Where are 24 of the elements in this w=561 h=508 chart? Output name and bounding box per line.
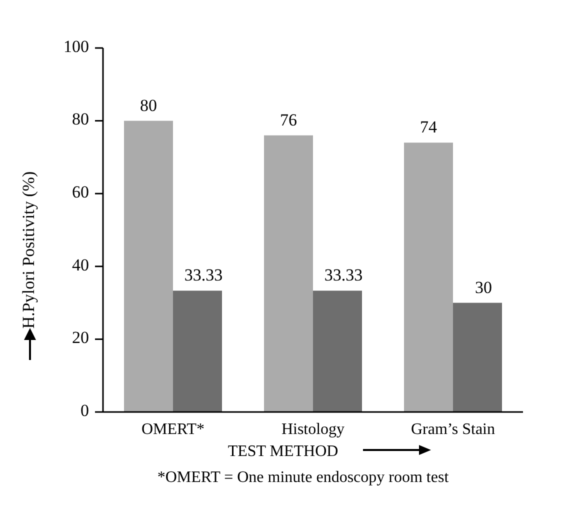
data-label: 33.33 xyxy=(184,266,223,285)
data-label: 30 xyxy=(475,278,492,297)
data-label: 74 xyxy=(420,118,438,137)
y-tick-label: 0 xyxy=(80,400,89,420)
text: *OMERT = One minute endoscopy room test xyxy=(157,469,450,486)
x-tick-label: Gram’s Stain xyxy=(411,421,495,438)
y-tick-label: 60 xyxy=(72,182,89,202)
bar xyxy=(264,135,313,412)
y-axis-title: H.Pylori Positivity (%) xyxy=(18,171,38,329)
bar xyxy=(124,120,173,412)
data-label: 76 xyxy=(280,110,297,130)
y-tick-label: 100 xyxy=(64,36,89,56)
x-axis-title: TEST METHOD xyxy=(228,443,338,460)
x-tick-label: OMERT* xyxy=(141,421,205,438)
data-label: 33.33 xyxy=(324,266,363,285)
y-tick-label: 40 xyxy=(72,255,89,274)
bar xyxy=(404,142,453,412)
x-tick-label: Histology xyxy=(281,421,345,438)
bar xyxy=(453,302,502,412)
y-tick-label: 80 xyxy=(72,110,89,129)
bar xyxy=(313,290,362,412)
data-label: 80 xyxy=(140,96,157,115)
y-tick-label: 20 xyxy=(72,328,89,348)
bar xyxy=(173,290,222,412)
